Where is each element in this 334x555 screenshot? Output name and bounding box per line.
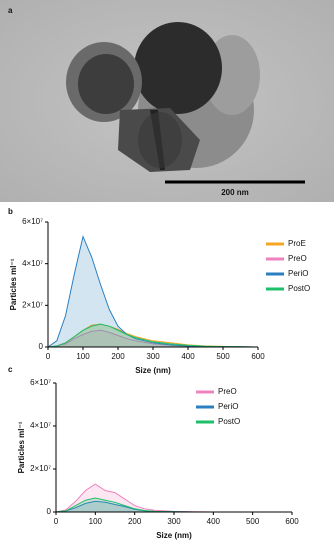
area-fill bbox=[56, 501, 292, 512]
legend-label: ProE bbox=[288, 239, 306, 248]
y-tick-label: 0 bbox=[47, 507, 52, 516]
x-tick-label: 600 bbox=[285, 517, 299, 526]
legend-label: PostO bbox=[218, 417, 240, 426]
x-tick-label: 600 bbox=[251, 352, 265, 361]
x-tick-label: 200 bbox=[128, 517, 142, 526]
area-fill bbox=[48, 236, 258, 347]
panel-label: c bbox=[8, 365, 13, 374]
x-axis-title: Size (nm) bbox=[135, 366, 171, 375]
area-fill bbox=[48, 330, 258, 347]
scale-bar-label: 200 nm bbox=[221, 188, 249, 197]
x-tick-label: 300 bbox=[167, 517, 181, 526]
legend-label: PeriO bbox=[288, 269, 308, 278]
y-axis-title: Particles ml⁻¹ bbox=[9, 258, 18, 310]
legend-label: PreO bbox=[288, 254, 307, 263]
y-tick-label: 4×10⁷ bbox=[30, 421, 51, 430]
y-tick-label: 6×10⁷ bbox=[30, 378, 51, 387]
x-tick-label: 400 bbox=[207, 517, 221, 526]
x-tick-label: 0 bbox=[46, 352, 51, 361]
x-tick-label: 0 bbox=[54, 517, 59, 526]
legend-label: PeriO bbox=[218, 402, 238, 411]
x-tick-label: 500 bbox=[216, 352, 230, 361]
x-tick-label: 300 bbox=[146, 352, 160, 361]
panel-label: a bbox=[8, 6, 13, 15]
y-axis-title: Particles ml⁻¹ bbox=[17, 421, 26, 473]
micrograph: a 200 nm bbox=[0, 0, 334, 202]
panel-label: b bbox=[8, 207, 13, 216]
area-fill bbox=[56, 498, 292, 512]
area-fill bbox=[48, 324, 258, 347]
area-fill bbox=[56, 484, 292, 512]
legend-label: PostO bbox=[288, 284, 310, 293]
y-tick-label: 2×10⁷ bbox=[22, 300, 43, 309]
y-tick-label: 2×10⁷ bbox=[30, 464, 51, 473]
x-axis-title: Size (nm) bbox=[156, 531, 192, 540]
y-tick-label: 4×10⁷ bbox=[22, 259, 43, 268]
legend-label: PreO bbox=[218, 387, 237, 396]
series-line bbox=[47, 323, 259, 348]
x-tick-label: 100 bbox=[89, 517, 103, 526]
x-tick-label: 100 bbox=[76, 352, 90, 361]
x-tick-label: 200 bbox=[111, 352, 125, 361]
y-tick-label: 6×10⁷ bbox=[22, 217, 43, 226]
y-tick-label: 0 bbox=[39, 342, 44, 351]
x-tick-label: 400 bbox=[181, 352, 195, 361]
x-tick-label: 500 bbox=[246, 517, 260, 526]
